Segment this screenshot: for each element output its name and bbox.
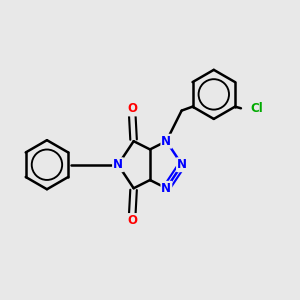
Text: O: O (127, 214, 137, 227)
Text: N: N (113, 158, 123, 171)
Text: N: N (161, 182, 171, 195)
Text: N: N (161, 135, 171, 148)
Text: Cl: Cl (251, 102, 263, 115)
Text: N: N (177, 158, 187, 171)
Text: O: O (127, 103, 137, 116)
